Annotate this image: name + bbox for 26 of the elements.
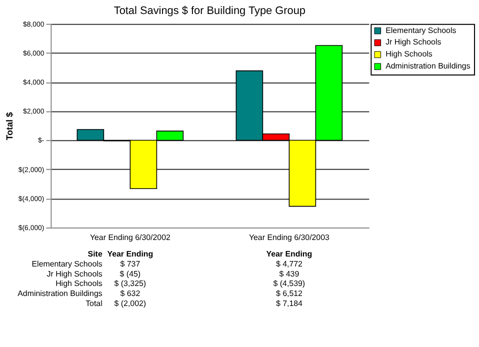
legend-label: High Schools bbox=[386, 50, 432, 59]
legend-label: Administration Buildings bbox=[386, 62, 470, 71]
x-tick-label: Year Ending 6/30/2002 bbox=[90, 232, 172, 242]
legend-label: Elementary Schools bbox=[386, 26, 456, 35]
text: Jr High Schools bbox=[46, 269, 102, 278]
x-tick-label: Year Ending 6/30/2003 bbox=[248, 232, 330, 242]
text: Site bbox=[88, 249, 103, 258]
data-label: $ (3,325) bbox=[114, 279, 146, 288]
text: Total bbox=[86, 299, 103, 308]
text: $ (2,002) bbox=[114, 299, 146, 308]
data-label: $ 632 bbox=[120, 289, 141, 298]
data-label: $ 439 bbox=[279, 269, 300, 278]
chart-title: Total Savings $ for Building Type Group bbox=[114, 4, 306, 17]
text: Year Ending bbox=[107, 249, 154, 258]
legend-label: Jr High Schools bbox=[386, 38, 442, 47]
text: Year Ending bbox=[266, 249, 312, 258]
data-label: $ 4,772 bbox=[276, 259, 304, 268]
y-axis-title: Total $ bbox=[4, 112, 14, 140]
data-label: $ (4,539) bbox=[273, 279, 306, 288]
text: $ 7,184 bbox=[276, 299, 304, 308]
text: Elementary Schools bbox=[32, 259, 102, 268]
data-label: $ 6,512 bbox=[276, 289, 304, 298]
text: Administration Buildings bbox=[18, 289, 102, 298]
data-label: $ 737 bbox=[120, 259, 141, 268]
text: High Schools bbox=[56, 279, 102, 288]
data-label: $ (45) bbox=[120, 269, 141, 278]
